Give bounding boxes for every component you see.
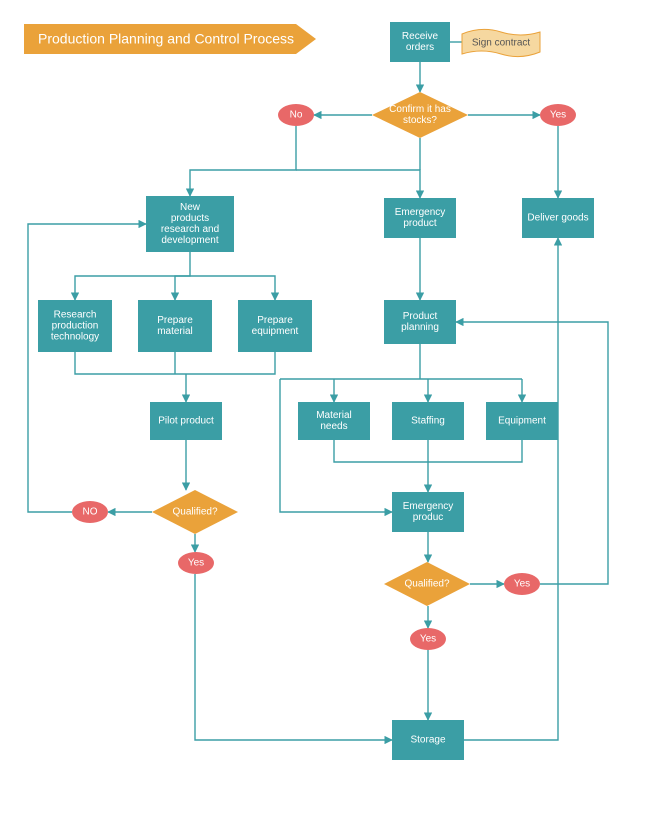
qualified1-label: Qualified? — [172, 507, 217, 518]
new_rd-label: research and — [161, 224, 219, 235]
new_rd-label: New — [180, 202, 201, 213]
new_rd-label: products — [171, 213, 209, 224]
edge — [175, 276, 190, 300]
research_tech-label: production — [52, 321, 99, 332]
material_needs-label: Material — [316, 410, 352, 421]
pilot_product-label: Pilot product — [158, 416, 214, 427]
emergency_bot-label: produc — [413, 512, 444, 523]
prepare_equip-label: equipment — [252, 326, 299, 337]
title-text: Production Planning and Control Process — [38, 31, 294, 47]
new_rd-label: development — [161, 235, 218, 246]
emergency_bot-label: Emergency — [403, 501, 454, 512]
sign_contract-label: Sign contract — [472, 38, 531, 49]
edge — [190, 126, 296, 196]
staffing-label: Staffing — [411, 416, 445, 427]
prepare_mat-label: material — [157, 326, 193, 337]
yes3-label: Yes — [514, 579, 530, 590]
edge — [296, 170, 420, 198]
research_tech-label: Research — [54, 310, 97, 321]
equipment-label: Equipment — [498, 416, 546, 427]
prepare_mat-label: Prepare — [157, 315, 193, 326]
edge — [190, 276, 275, 300]
material_needs-label: needs — [320, 421, 347, 432]
deliver_goods-label: Deliver goods — [527, 213, 588, 224]
edge — [428, 440, 522, 462]
edge — [75, 252, 190, 300]
emergency_top-label: Emergency — [395, 207, 446, 218]
yes2-label: Yes — [188, 558, 204, 569]
edge — [28, 224, 146, 512]
no2-label: NO — [83, 507, 98, 518]
confirm_stocks-label: stocks? — [403, 115, 437, 126]
receive_orders-label: Receive — [402, 31, 439, 42]
product_planning-label: Product — [403, 311, 438, 322]
edge — [280, 379, 392, 512]
edge — [334, 440, 428, 492]
research_tech-label: technology — [51, 332, 99, 343]
confirm_stocks-label: Confirm it has — [389, 104, 451, 115]
edge — [195, 574, 392, 740]
qualified2-label: Qualified? — [404, 579, 449, 590]
receive_orders-label: orders — [406, 42, 434, 53]
product_planning-label: planning — [401, 322, 439, 333]
edge — [456, 322, 608, 584]
yes1-label: Yes — [550, 110, 566, 121]
no1-label: No — [290, 110, 303, 121]
emergency_top-label: product — [403, 218, 437, 229]
prepare_equip-label: Prepare — [257, 315, 293, 326]
flowchart-canvas: Production Planning and Control Process R… — [0, 0, 650, 818]
edge — [464, 238, 558, 740]
yes4-label: Yes — [420, 634, 436, 645]
storage-label: Storage — [410, 735, 445, 746]
